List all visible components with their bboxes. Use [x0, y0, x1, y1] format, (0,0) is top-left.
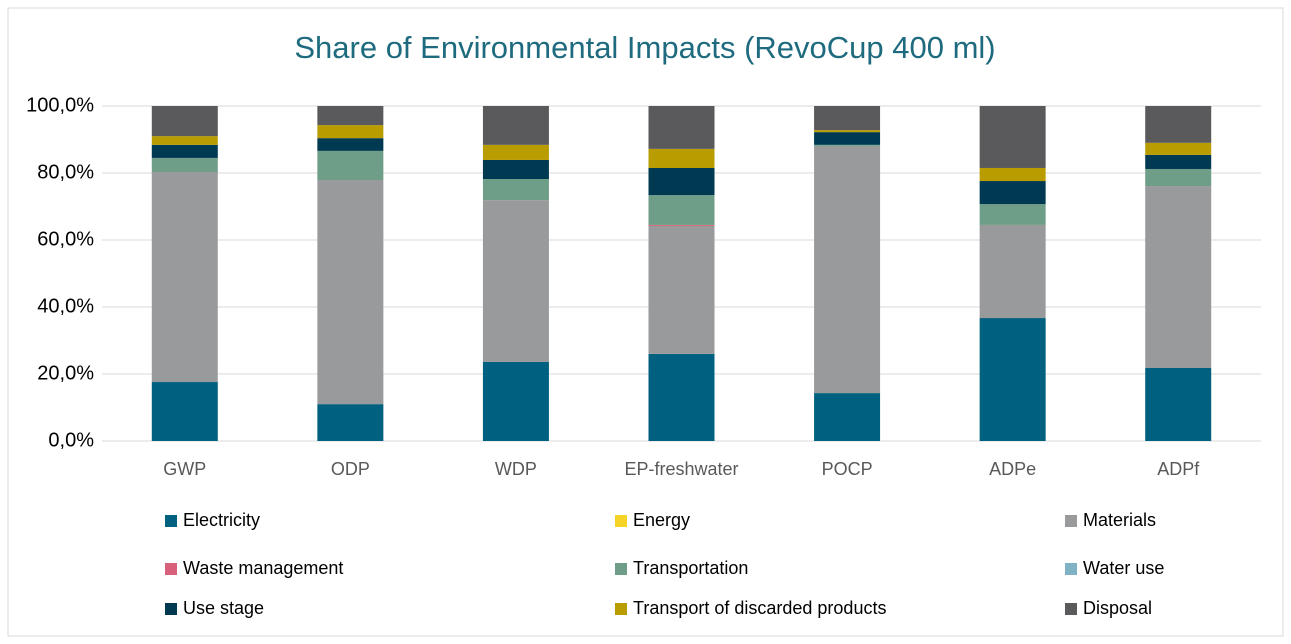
legend-swatch — [1065, 603, 1077, 615]
legend-label: Materials — [1083, 510, 1156, 530]
bar-segment — [979, 167, 1046, 182]
bar-segment — [482, 200, 549, 362]
legend-label: Water use — [1083, 558, 1164, 578]
x-tick-label: WDP — [495, 459, 537, 479]
y-tick-label: 0,0% — [48, 429, 94, 451]
bar-segment — [482, 179, 549, 201]
bar-segment — [317, 404, 384, 441]
y-tick-label: 40,0% — [37, 295, 94, 317]
bar-segment — [648, 106, 715, 149]
bar-segment — [151, 144, 218, 158]
bar-segment — [648, 148, 715, 168]
chart-frame — [7, 7, 1284, 637]
bar-segment — [317, 106, 384, 126]
y-tick-label: 100,0% — [26, 94, 94, 116]
bar-segment — [1145, 367, 1212, 441]
bar-segment — [317, 125, 384, 139]
legend-swatch — [1065, 563, 1077, 575]
x-tick-label: POCP — [822, 459, 873, 479]
bar-segment — [1145, 154, 1212, 169]
bar-segment — [317, 150, 384, 181]
bar-segment — [151, 106, 218, 137]
legend-swatch — [165, 515, 177, 527]
chart-title: Share of Environmental Impacts (RevoCup … — [294, 30, 995, 65]
legend-swatch — [615, 563, 627, 575]
legend-label: Energy — [633, 510, 690, 530]
bar-segment — [151, 171, 218, 383]
bar-segment — [979, 181, 1046, 205]
bar-segment — [648, 224, 715, 226]
bar-segment — [1145, 106, 1212, 143]
x-tick-label: GWP — [163, 459, 206, 479]
bar-segment — [482, 144, 549, 160]
legend-label: Waste management — [183, 558, 343, 578]
bar-segment — [979, 204, 1046, 225]
bar-segment — [151, 157, 218, 172]
bar-segment — [814, 130, 881, 133]
bar-segment — [482, 361, 549, 441]
bar-segment — [814, 144, 881, 146]
legend-label: Disposal — [1083, 598, 1152, 618]
bar-segment — [317, 138, 384, 151]
bar-segment — [1145, 142, 1212, 155]
bar-segment — [814, 145, 881, 394]
bar-segment — [1145, 186, 1212, 368]
legend-swatch — [615, 603, 627, 615]
bar-segment — [648, 353, 715, 441]
bar-segment — [151, 382, 218, 441]
bar-segment — [482, 159, 549, 180]
bar-segment — [317, 180, 384, 405]
bar-segment — [814, 393, 881, 441]
legend-swatch — [615, 515, 627, 527]
bar-segment — [648, 167, 715, 196]
x-tick-label: ADPf — [1157, 459, 1200, 479]
x-tick-label: ODP — [331, 459, 370, 479]
bar-segment — [979, 224, 1046, 319]
bar-segment — [648, 225, 715, 354]
legend-swatch — [165, 603, 177, 615]
y-tick-label: 60,0% — [37, 228, 94, 250]
legend-label: Transportation — [633, 558, 748, 578]
bar-segment — [814, 132, 881, 145]
bar-segment — [151, 136, 218, 145]
bar-segment — [482, 106, 549, 145]
x-tick-label: EP-freshwater — [624, 459, 738, 479]
bar-segment — [979, 318, 1046, 441]
legend-swatch — [165, 563, 177, 575]
bar-segment — [1145, 168, 1212, 187]
bar-segment — [814, 106, 881, 131]
legend-label: Electricity — [183, 510, 260, 530]
bar-segment — [979, 106, 1046, 168]
legend-label: Transport of discarded products — [633, 598, 886, 618]
x-tick-label: ADPe — [989, 459, 1036, 479]
y-tick-label: 20,0% — [37, 362, 94, 384]
legend-label: Use stage — [183, 598, 264, 618]
bar-segment — [648, 195, 715, 225]
legend-swatch — [1065, 515, 1077, 527]
y-tick-label: 80,0% — [37, 161, 94, 183]
